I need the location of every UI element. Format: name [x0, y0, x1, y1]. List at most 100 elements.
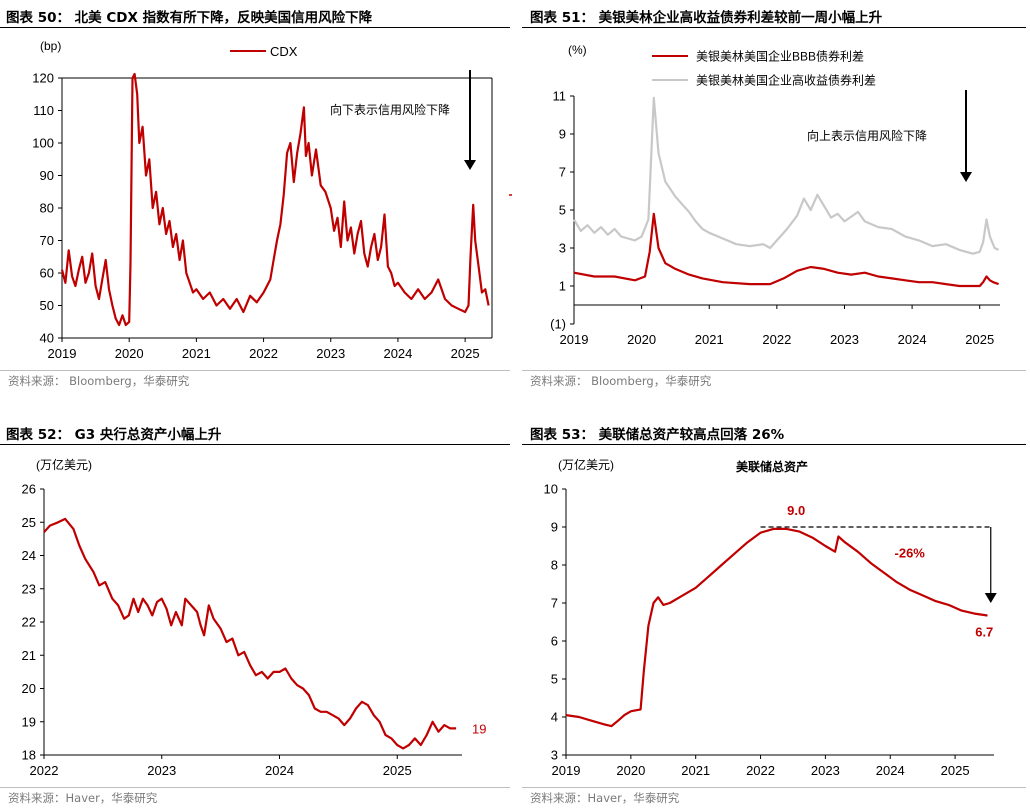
title-rule [0, 444, 510, 445]
y-tick-label: 70 [40, 233, 54, 248]
x-tick-label: 2020 [115, 346, 144, 361]
chart-inner-title: 美联储总资产 [736, 459, 808, 474]
x-tick-label: 2024 [383, 346, 412, 361]
y-axis-unit-label: (bp) [40, 39, 61, 53]
x-tick-label: 2023 [316, 346, 345, 361]
x-tick-label: 2023 [147, 763, 176, 778]
panel-title-cdx: 图表 50： 北美 CDX 指数有所下降，反映美国信用风险下降 [6, 10, 373, 26]
panel-title-fed: 图表 53： 美联储总资产较高点回落 26% [530, 427, 785, 443]
y-tick-label: 19 [22, 714, 36, 729]
y-tick-label: 7 [551, 596, 558, 611]
y-tick-label: 24 [22, 548, 36, 563]
y-axis-unit-label: (%) [568, 43, 587, 57]
legend-label: 美银美林美国企业BBB债券利差 [696, 49, 864, 64]
source-note: 资料来源：Haver，华泰研究 [530, 791, 680, 805]
peak-value-label: 9.0 [787, 503, 805, 518]
y-tick-label: 20 [22, 681, 36, 696]
y-tick-label: 100 [32, 136, 54, 151]
x-tick-label: 2025 [383, 763, 412, 778]
x-tick-label: 2025 [965, 332, 994, 347]
y-tick-label: 10 [544, 482, 558, 497]
y-tick-label: 120 [32, 71, 54, 86]
y-tick-label: 80 [40, 201, 54, 216]
y-tick-label: 25 [22, 515, 36, 530]
y-tick-label: 1 [559, 279, 566, 294]
y-tick-label: 110 [33, 103, 54, 118]
panel-title-spread: 图表 51： 美银美林企业高收益债券利差较前一周小幅上升 [530, 10, 883, 26]
y-tick-label: 3 [551, 748, 558, 763]
annotation-text: 向下表示信用风险下降 [330, 102, 450, 117]
title-rule [0, 27, 510, 28]
title-rule [522, 27, 1026, 28]
panel-title-g3: 图表 52： G3 央行总资产小幅上升 [6, 427, 222, 443]
y-tick-label: 22 [22, 615, 36, 630]
decline-arrow-head [984, 593, 997, 603]
y-tick-label: 11 [553, 89, 567, 104]
decline-pct-label: -26% [895, 545, 926, 560]
y-tick-label: 5 [559, 203, 566, 218]
x-tick-label: 2025 [941, 763, 970, 778]
x-tick-label: 2020 [616, 763, 645, 778]
y-tick-label: 5 [551, 672, 558, 687]
source-note: 资料来源： Bloomberg，华泰研究 [530, 374, 712, 388]
source-rule [522, 787, 1026, 788]
x-tick-label: 2019 [48, 346, 77, 361]
y-tick-label: 7 [559, 165, 566, 180]
series-line [573, 96, 1000, 255]
x-tick-label: 2020 [627, 332, 656, 347]
y-tick-label: 21 [22, 648, 36, 663]
y-tick-label: 90 [40, 168, 54, 183]
y-axis-unit-label: (万亿美元) [558, 457, 614, 472]
y-axis-unit-label: (万亿美元) [36, 457, 92, 472]
title-rule [522, 444, 1026, 445]
annotation-text: 向上表示信用风险下降 [807, 128, 927, 143]
x-tick-label: 2021 [681, 763, 710, 778]
y-tick-label: 18 [22, 748, 36, 763]
annotation-arrow-head [464, 160, 476, 170]
series-line [60, 72, 490, 327]
y-tick-label: 26 [22, 482, 36, 497]
y-tick-label: (1) [550, 317, 566, 332]
y-tick-label: 9 [551, 520, 558, 535]
annotation-arrow-head [960, 172, 972, 182]
source-rule [0, 370, 510, 371]
source-rule [522, 370, 1026, 371]
x-tick-label: 2022 [746, 763, 775, 778]
g3-assets-chart: 18 19 20 21 22 23 24 25 26 2022 2023 2024 2025 (万亿美元)… [22, 457, 487, 778]
x-tick-label: 2024 [265, 763, 294, 778]
series-line [43, 517, 457, 750]
y-tick-label: 60 [40, 266, 54, 281]
x-tick-label: 2019 [560, 332, 589, 347]
x-tick-label: 2025 [451, 346, 480, 361]
legend-label: 美银美林美国企业高收益债券利差 [696, 73, 876, 88]
x-tick-label: 2023 [811, 763, 840, 778]
source-note: 资料来源： Bloomberg，华泰研究 [8, 374, 190, 388]
y-tick-label: 50 [40, 298, 54, 313]
y-tick-label: 8 [551, 558, 558, 573]
y-tick-label: 40 [40, 331, 54, 346]
x-tick-label: 2023 [830, 332, 859, 347]
x-tick-label: 2024 [876, 763, 905, 778]
x-tick-label: 2022 [762, 332, 791, 347]
y-tick-label: 9 [559, 127, 566, 142]
end-value-label: 19 [472, 721, 486, 736]
series-line [573, 212, 999, 288]
source-note: 资料来源：Haver，华泰研究 [8, 791, 158, 805]
x-tick-label: 2022 [30, 763, 59, 778]
y-tick-label: 6 [551, 634, 558, 649]
legend-label: CDX [270, 44, 298, 59]
y-tick-label: 23 [22, 581, 36, 596]
x-tick-label: 2022 [249, 346, 278, 361]
end-value-label: 6.7 [975, 624, 993, 639]
x-tick-label: 2019 [552, 763, 581, 778]
cdx-chart: 40 50 60 70 80 90 100 110 120 2019 2020 2021 2022 202… [32, 39, 493, 361]
y-tick-label: 4 [551, 710, 558, 725]
y-tick-label: 3 [559, 241, 566, 256]
spread-chart: (1) 1 3 5 7 9 11 2019 2020 2021 2022 2023 2024 2025 (%… [509, 43, 1000, 347]
x-tick-label: 2021 [182, 346, 211, 361]
source-rule [0, 787, 510, 788]
x-tick-label: 2024 [898, 332, 927, 347]
fed-assets-chart: 3 4 5 6 7 8 9 10 2019 2020 2021 2022 2023 2024 2025 (万亿… [544, 457, 997, 778]
x-tick-label: 2021 [695, 332, 724, 347]
series-line [565, 527, 988, 728]
